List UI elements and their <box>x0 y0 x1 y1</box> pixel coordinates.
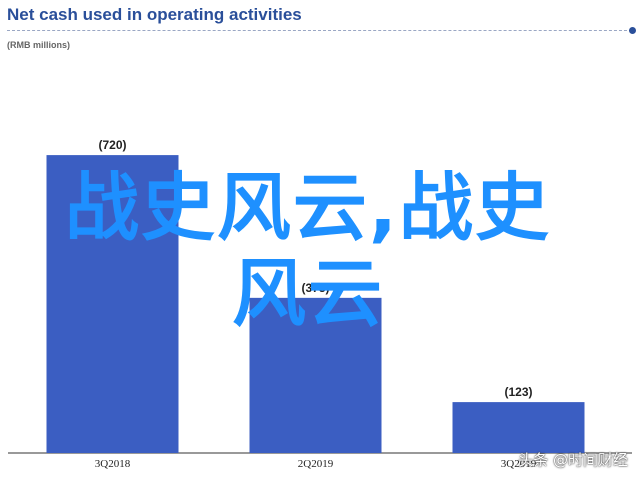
data-label-3Q2018: (720) <box>98 138 126 152</box>
watermark: 头条 @时间财经 <box>518 451 628 469</box>
bar-3Q2018 <box>46 155 179 453</box>
title-divider <box>7 30 632 31</box>
x-tick-label-3Q2018: 3Q2018 <box>95 458 131 470</box>
x-tick-label-2Q2019: 2Q2019 <box>298 458 334 470</box>
bar-2Q2019 <box>249 297 382 453</box>
data-label-2Q2019: (375) <box>301 281 329 295</box>
data-label-3Q2019: (123) <box>504 385 532 399</box>
overlay-text-line-2: 风云 <box>232 251 384 337</box>
x-tick-label-3Q2019: 3Q2019 <box>501 458 537 470</box>
overlay-text-line-1: 战史风云,战史 <box>64 165 552 251</box>
bar-3Q2019 <box>452 402 585 453</box>
title-dot <box>629 27 636 34</box>
chart-subtitle: (RMB millions) <box>7 40 70 50</box>
overlay-text: 战史风云,战史 风云 <box>38 165 578 337</box>
chart-title: Net cash used in operating activities <box>7 5 302 24</box>
